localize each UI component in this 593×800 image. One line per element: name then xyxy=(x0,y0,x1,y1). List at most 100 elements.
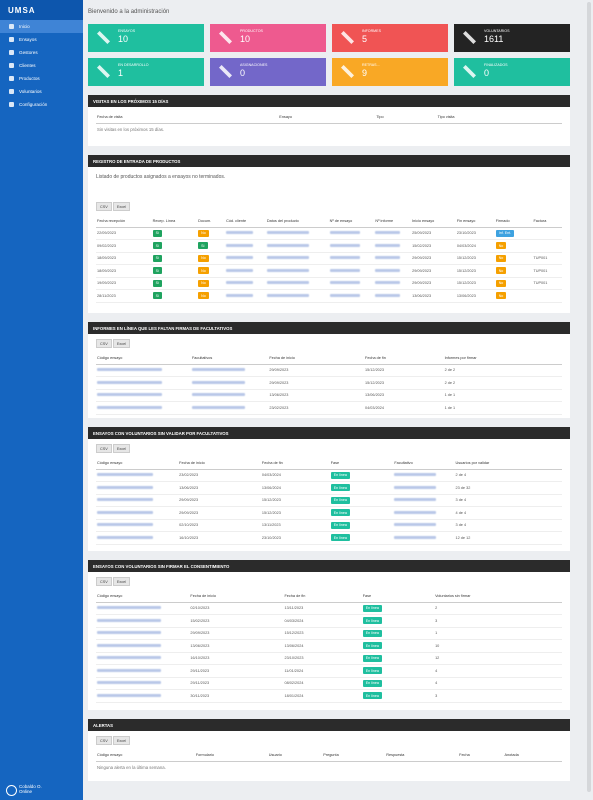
table-cell xyxy=(96,627,190,640)
stat-card[interactable]: PRODUCTOS 10 xyxy=(210,24,326,52)
table-cell xyxy=(96,469,179,482)
user[interactable]: Cobaldo O. Online xyxy=(6,784,42,796)
table-cell: En línea xyxy=(361,602,435,615)
column-header[interactable]: Fecha recepción xyxy=(96,216,152,228)
column-header[interactable]: Tipo visita xyxy=(436,112,562,124)
table-cell: 29/09/2023 xyxy=(189,627,284,640)
column-header[interactable]: Formulario xyxy=(194,750,268,762)
export-button[interactable]: CSV xyxy=(96,577,112,586)
export-button[interactable]: Excel xyxy=(112,444,131,453)
blurred-text xyxy=(329,281,361,285)
column-header[interactable]: Voluntarios sin firmar xyxy=(434,591,562,603)
blurred-text xyxy=(97,368,163,372)
stat-card[interactable]: RETRAS... 9 xyxy=(332,58,448,86)
column-header[interactable]: Informes por firmar xyxy=(443,353,562,365)
column-header[interactable]: Ensayo xyxy=(278,112,376,124)
table-row: 09/02/2023 Sí Sí 15/02/2023 04/03/2024 No xyxy=(96,239,562,253)
table-row: 13/06/2023 13/06/2024 En línea 23 de 32 xyxy=(96,481,562,495)
menu-item[interactable]: Ensayos xyxy=(0,33,83,46)
stat-card[interactable]: VOLUNTARIOS 1611 xyxy=(454,24,570,52)
column-header[interactable]: Docum. xyxy=(197,216,226,228)
column-header[interactable]: Tipo xyxy=(375,112,437,124)
export-button[interactable]: CSV xyxy=(96,736,112,745)
table-cell: 04/03/2024 xyxy=(364,401,444,415)
table-cell: En línea xyxy=(329,506,394,520)
menu-item[interactable]: Clientes xyxy=(0,59,83,72)
column-header[interactable]: Fecha de fin xyxy=(283,591,362,603)
column-header[interactable]: Fecha de inicio xyxy=(268,353,365,365)
column-header[interactable]: Fecha xyxy=(458,750,504,762)
table-cell: 4 xyxy=(434,664,562,678)
column-header[interactable]: Recep. Línea xyxy=(151,216,198,228)
column-header[interactable]: Firmado xyxy=(494,216,533,228)
column-header[interactable]: Respuesta xyxy=(385,750,459,762)
export-button[interactable]: CSV xyxy=(96,444,112,453)
column-header[interactable]: Fase xyxy=(329,458,394,470)
column-header[interactable]: Pregunta xyxy=(322,750,386,762)
column-header[interactable]: Código ensayo xyxy=(96,458,179,470)
table-row: 13/06/2023 13/06/2023 1 de 1 xyxy=(96,389,562,402)
card-value: 1611 xyxy=(484,34,504,44)
column-header[interactable]: Usuario xyxy=(267,750,323,762)
column-header[interactable]: Nº de ensayo xyxy=(328,216,375,228)
menu-item[interactable]: Configuración xyxy=(0,98,83,111)
column-header[interactable]: Nº informe xyxy=(374,216,412,228)
column-header[interactable]: Anotada xyxy=(503,750,562,762)
column-header[interactable]: Fase xyxy=(361,591,435,603)
column-header[interactable]: Fecha de inicio xyxy=(189,591,284,603)
column-header[interactable]: Fin ensayo xyxy=(455,216,495,228)
stat-card[interactable]: ENSAYOS 10 xyxy=(88,24,204,52)
menu-item[interactable]: Productos xyxy=(0,72,83,85)
logo[interactable]: UMSA xyxy=(0,0,83,20)
stat-card[interactable]: FINALIZADOS 0 xyxy=(454,58,570,86)
export-button[interactable]: Excel xyxy=(112,339,131,348)
card-value: 0 xyxy=(484,68,490,78)
table-cell xyxy=(96,689,190,703)
table-cell: Sí xyxy=(151,277,198,290)
table-cell xyxy=(532,227,562,240)
column-header[interactable]: Código ensayo xyxy=(96,750,195,762)
table-cell: 16/10/2023 xyxy=(178,531,261,545)
column-header[interactable]: Código ensayo xyxy=(96,353,191,365)
export-button[interactable]: CSV xyxy=(96,202,112,211)
blurred-text xyxy=(97,485,154,489)
panel-note: Listado de productos asignados a ensayos… xyxy=(96,174,226,180)
stat-card[interactable]: EN DESARROLLO 1 xyxy=(88,58,204,86)
table-cell: 13/06/2024 xyxy=(260,481,330,495)
table-row: 28/11/2023 Sí No 13/06/2023 13/06/2023 No xyxy=(96,289,562,303)
badge: En línea xyxy=(330,521,350,529)
column-header[interactable]: Código ensayo xyxy=(96,591,190,603)
column-header[interactable]: Usuarios por validar xyxy=(454,458,562,470)
column-header[interactable]: Inicio ensayo xyxy=(411,216,456,228)
export-button[interactable]: Excel xyxy=(112,736,131,745)
stat-card[interactable]: ASIGNACIONES 0 xyxy=(210,58,326,86)
export-button[interactable]: CSV xyxy=(96,339,112,348)
column-header[interactable]: Fecha de fin xyxy=(260,458,330,470)
table-cell xyxy=(96,639,190,653)
table-row: 23/02/2023 04/03/2024 En línea 2 de 4 xyxy=(96,469,562,482)
header-row: Código ensayo Formulario Usuario Pregunta Re… xyxy=(96,750,562,762)
column-header[interactable]: Datos del producto xyxy=(265,216,329,228)
table-cell: 04/03/2024 xyxy=(455,239,495,253)
table-cell xyxy=(190,401,269,415)
column-header[interactable]: Fecha de fin xyxy=(364,353,444,365)
menu-item[interactable]: Gestores xyxy=(0,46,83,59)
table-cell: En línea xyxy=(329,469,394,482)
column-header[interactable]: Fecha de inicio xyxy=(178,458,261,470)
column-header[interactable]: Fecha de visita xyxy=(96,112,279,124)
table-cell xyxy=(393,494,455,507)
data-table: Fecha de visita Ensayo Tipo Tipo visita xyxy=(96,112,562,124)
scrollbar[interactable] xyxy=(587,2,591,792)
stat-card[interactable]: INFORMES 5 xyxy=(332,24,448,52)
export-button[interactable]: Excel xyxy=(112,202,131,211)
column-header[interactable]: Factura xyxy=(532,216,562,228)
menu-item[interactable]: Voluntarios xyxy=(0,85,83,98)
column-header[interactable]: Facultativo xyxy=(393,458,455,470)
column-header[interactable]: Cód. cliente xyxy=(225,216,266,228)
table-cell: 15/02/2023 xyxy=(411,239,456,253)
menu-item[interactable]: Inicio xyxy=(0,20,83,33)
blurred-text xyxy=(97,523,154,527)
export-button[interactable]: Excel xyxy=(112,577,131,586)
column-header[interactable]: Facultativos xyxy=(190,353,269,365)
